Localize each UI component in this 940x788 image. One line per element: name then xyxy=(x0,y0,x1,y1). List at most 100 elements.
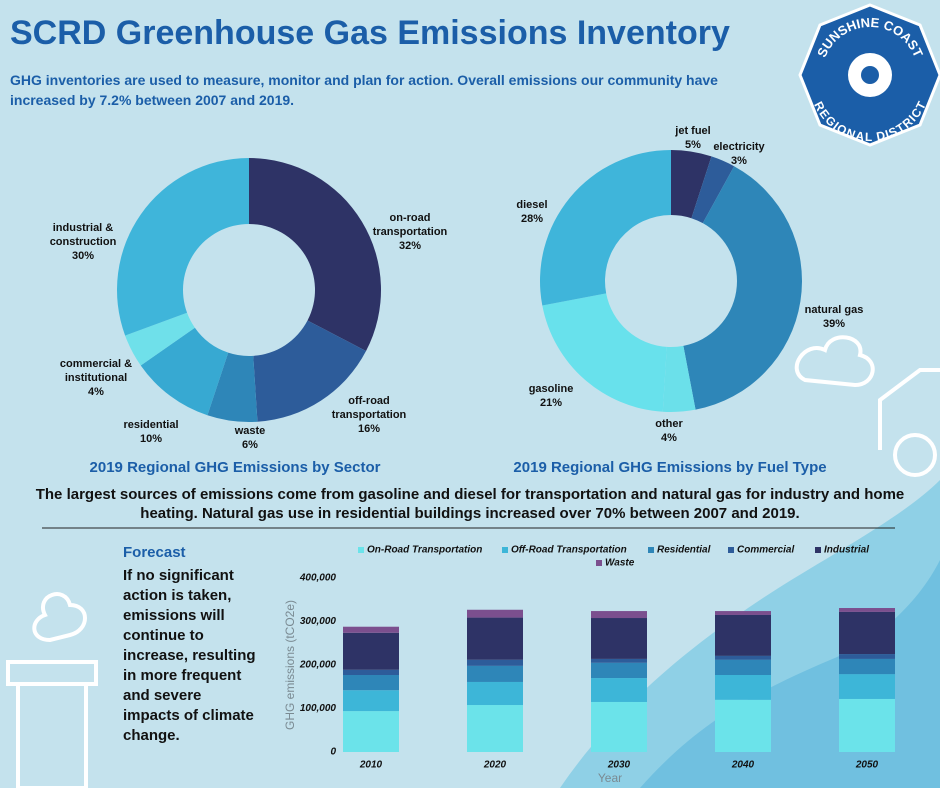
slice-value: 28% xyxy=(520,213,544,225)
legend-label: On-Road Transportation xyxy=(367,545,482,556)
bar-segment xyxy=(467,665,523,682)
legend-label: Commercial xyxy=(737,545,794,556)
bar-segment xyxy=(715,611,771,615)
y-tick-label: 300,000 xyxy=(300,616,337,627)
legend-label: Off-Road Transportation xyxy=(511,545,627,556)
bar-segment xyxy=(839,611,895,655)
legend-swatch xyxy=(596,560,602,566)
slice-category: off-road transportation xyxy=(331,395,407,421)
donut-slice xyxy=(662,345,696,413)
x-tick-label: 2040 xyxy=(731,760,755,771)
bar-segment xyxy=(467,681,523,706)
slice-label: residential 10% xyxy=(116,418,186,446)
bar-segment xyxy=(839,654,895,659)
bar-segment xyxy=(715,659,771,676)
slice-category: electricity xyxy=(713,141,765,153)
slice-category: waste xyxy=(234,425,266,437)
legend-swatch xyxy=(358,547,364,553)
slice-label: electricity 3% xyxy=(704,140,774,168)
donut-slice xyxy=(542,293,667,412)
slice-value: 39% xyxy=(822,318,846,330)
slice-value: 10% xyxy=(139,433,163,445)
slice-label: jet fuel 5% xyxy=(663,124,723,152)
chart-title: 2019 Regional GHG Emissions by Fuel Type xyxy=(513,459,827,476)
bar-segment xyxy=(343,690,399,712)
slice-value: 32% xyxy=(398,240,422,252)
donut-slice xyxy=(207,352,258,422)
x-tick-label: 2050 xyxy=(855,760,879,771)
slice-label: off-road transportation 16% xyxy=(324,394,414,436)
chimney-icon xyxy=(6,592,98,788)
bar-segment xyxy=(467,705,523,752)
legend-label: Industrial xyxy=(824,545,869,556)
bar-segment xyxy=(467,659,523,666)
donut-slice xyxy=(140,327,229,416)
bar-segment xyxy=(715,655,771,660)
donut-slice xyxy=(691,156,735,224)
car-icon xyxy=(794,335,940,477)
slice-value: 16% xyxy=(357,423,381,435)
bar-segment xyxy=(467,609,523,618)
x-tick-label: 2030 xyxy=(607,760,631,771)
x-axis-label: Year xyxy=(598,771,622,785)
legend-label: Residential xyxy=(657,545,711,556)
bar-segment xyxy=(343,669,399,676)
legend-swatch xyxy=(815,547,821,553)
bar-segment xyxy=(839,658,895,675)
bar-segment xyxy=(591,611,647,619)
slice-category: on-road transportation xyxy=(372,212,448,238)
donut-slice xyxy=(116,158,249,336)
slice-value: 4% xyxy=(88,386,104,398)
slice-value: 3% xyxy=(731,155,747,167)
x-tick-label: 2010 xyxy=(359,760,383,771)
intro: GHG inventories are used to measure, mon… xyxy=(10,72,718,108)
bar-segment xyxy=(591,618,647,659)
slice-label: commercial & institutional 4% xyxy=(51,357,141,399)
slice-label: industrial & construction 30% xyxy=(38,221,128,263)
bar-segment xyxy=(467,617,523,660)
title: SCRD Greenhouse Gas Emissions Inventory xyxy=(10,14,730,52)
chart-title: 2019 Regional GHG Emissions by Sector xyxy=(89,459,381,476)
legend-swatch xyxy=(648,547,654,553)
bar-segment xyxy=(343,632,399,670)
slice-category: residential xyxy=(123,419,179,431)
bar-segment xyxy=(343,626,399,633)
y-tick-label: 0 xyxy=(330,747,336,758)
y-tick-label: 200,000 xyxy=(299,660,337,671)
bar-segment xyxy=(715,675,771,700)
bar-segment xyxy=(839,698,895,752)
slice-label: gasoline 21% xyxy=(521,382,581,410)
slice-value: 30% xyxy=(71,250,95,262)
slice-value: 5% xyxy=(685,139,701,151)
bar-segment xyxy=(343,675,399,691)
y-axis-label: GHG emissions (tCO2e) xyxy=(283,600,297,730)
donut-slice xyxy=(540,150,671,306)
slice-category: diesel xyxy=(516,199,548,211)
slice-label: diesel 28% xyxy=(502,198,562,226)
legend-swatch xyxy=(728,547,734,553)
forecast-heading: Forecast xyxy=(123,544,186,561)
forecast-text: If no significant action is taken, emiss… xyxy=(123,567,256,744)
slice-value: 6% xyxy=(242,439,258,451)
y-tick-label: 100,000 xyxy=(300,703,337,714)
x-tick-label: 2020 xyxy=(483,760,507,771)
slice-label: other 4% xyxy=(649,417,689,445)
slice-category: natural gas xyxy=(804,304,864,316)
slice-label: natural gas 39% xyxy=(794,303,874,331)
bar-segment xyxy=(715,699,771,752)
bar-segment xyxy=(839,674,895,699)
summary: The largest sources of emissions come fr… xyxy=(35,486,905,522)
donut-slice xyxy=(249,158,381,352)
slice-category: jet fuel xyxy=(675,125,711,137)
slice-value: 4% xyxy=(661,432,677,444)
slice-category: commercial & institutional xyxy=(59,358,133,384)
slice-category: gasoline xyxy=(528,383,574,395)
slice-value: 21% xyxy=(539,397,563,409)
bar-segment xyxy=(839,608,895,612)
donut-slice xyxy=(683,166,803,410)
donut-slice xyxy=(253,320,367,422)
bar-segment xyxy=(343,711,399,752)
slice-label: waste 6% xyxy=(230,424,270,452)
